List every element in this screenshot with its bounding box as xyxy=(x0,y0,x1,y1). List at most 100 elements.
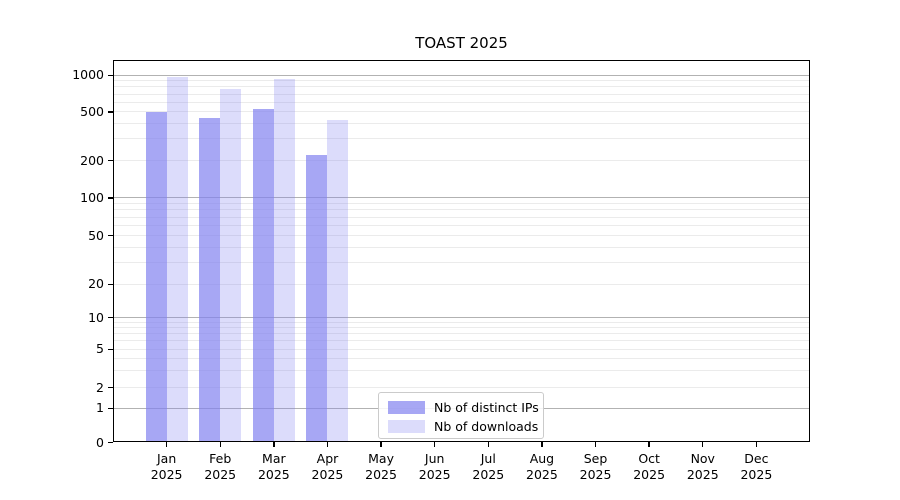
y-gridline-major xyxy=(113,74,810,76)
legend-item-downloads: Nb of downloads xyxy=(388,417,539,436)
x-label-month: Mar xyxy=(262,451,286,466)
x-tick xyxy=(648,442,650,447)
bar-downloads xyxy=(166,77,188,442)
y-gridline-minor xyxy=(113,369,810,371)
y-gridline-minor xyxy=(113,321,810,323)
x-label-month: Oct xyxy=(638,451,660,466)
y-tick xyxy=(108,283,113,285)
bar-distinct-ips xyxy=(306,155,328,442)
y-tick-label: 1000 xyxy=(72,67,104,83)
x-label-month: Feb xyxy=(209,451,232,466)
bar-downloads xyxy=(220,89,242,442)
x-label-year: 2025 xyxy=(418,467,451,482)
y-tick xyxy=(108,387,113,389)
legend-swatch-downloads xyxy=(388,420,425,433)
x-label-month: Jan xyxy=(156,451,177,466)
x-label-month: Sep xyxy=(583,451,608,466)
x-tick-label: Sep 2025 xyxy=(564,451,628,483)
x-label-year: 2025 xyxy=(579,467,612,482)
x-label-year: 2025 xyxy=(472,467,505,482)
x-label-year: 2025 xyxy=(150,467,183,482)
y-tick xyxy=(108,348,113,350)
y-tick-label: 0 xyxy=(96,434,104,450)
y-gridline-minor xyxy=(113,327,810,329)
y-gridline-minor xyxy=(113,340,810,342)
x-tick-label: Apr 2025 xyxy=(295,451,359,483)
y-gridline-minor xyxy=(113,333,810,335)
x-tick xyxy=(755,442,758,447)
x-label-year: 2025 xyxy=(526,467,558,482)
bar-distinct-ips xyxy=(252,109,274,442)
x-label-year: 2025 xyxy=(365,467,397,482)
x-label-month: Jul xyxy=(480,451,496,466)
y-gridline-minor xyxy=(113,160,810,161)
x-label-year: 2025 xyxy=(686,467,719,482)
y-tick-label: 500 xyxy=(80,103,104,119)
y-gridline-minor xyxy=(113,203,810,205)
y-gridline-minor xyxy=(113,348,810,350)
y-gridline-minor xyxy=(113,216,810,218)
y-tick xyxy=(108,197,113,199)
y-tick xyxy=(108,74,113,77)
x-tick-label: Feb 2025 xyxy=(188,451,252,483)
y-tick xyxy=(108,407,113,409)
y-gridline-minor xyxy=(113,93,810,95)
x-tick-label: Jul 2025 xyxy=(456,451,520,483)
y-gridline-minor xyxy=(113,80,810,82)
y-gridline-minor xyxy=(113,111,810,113)
x-label-month: Dec xyxy=(744,451,769,466)
x-label-month: Aug xyxy=(529,451,555,466)
x-label-year: 2025 xyxy=(204,467,237,482)
y-gridline-minor xyxy=(113,101,810,103)
y-gridline-minor xyxy=(113,262,810,264)
y-gridline-minor xyxy=(113,123,810,125)
x-label-month: Jun xyxy=(424,451,445,466)
x-label-year: 2025 xyxy=(633,467,666,482)
legend-label-distinct-ips: Nb of distinct IPs xyxy=(434,400,539,415)
x-tick xyxy=(433,442,436,447)
x-label-year: 2025 xyxy=(740,467,773,482)
y-tick-label: 1 xyxy=(96,400,104,415)
y-tick-label: 200 xyxy=(80,152,104,168)
x-tick xyxy=(487,442,489,447)
y-tick-label: 2 xyxy=(96,379,104,395)
legend-swatch-distinct-ips xyxy=(388,401,425,414)
y-gridline-minor xyxy=(113,246,810,248)
x-tick-label: Aug 2025 xyxy=(510,451,574,483)
x-tick xyxy=(594,442,597,447)
legend-item-distinct-ips: Nb of distinct IPs xyxy=(388,398,539,417)
x-tick-label: May 2025 xyxy=(349,451,413,483)
y-gridline-minor xyxy=(113,138,810,140)
x-tick-label: Dec 2025 xyxy=(724,451,788,483)
y-gridline-minor xyxy=(113,209,810,211)
y-tick-label: 50 xyxy=(88,227,104,243)
y-tick xyxy=(108,317,113,319)
x-tick xyxy=(541,442,543,447)
x-tick xyxy=(273,442,275,447)
x-tick-label: Jun 2025 xyxy=(403,451,467,483)
y-tick-label: 10 xyxy=(88,309,104,325)
y-gridline-minor xyxy=(113,283,810,285)
x-label-year: 2025 xyxy=(311,467,344,482)
y-tick xyxy=(108,111,113,113)
bar-downloads xyxy=(327,120,349,442)
x-tick-label: Mar 2025 xyxy=(242,451,306,483)
x-label-month: Apr xyxy=(316,451,339,466)
y-tick xyxy=(108,160,113,162)
bar-distinct-ips xyxy=(145,111,167,442)
x-tick xyxy=(165,442,168,447)
plot-area xyxy=(108,60,810,447)
x-label-month: May xyxy=(368,451,394,466)
y-gridline-major xyxy=(113,197,810,199)
y-tick-label: 5 xyxy=(96,341,104,356)
y-tick xyxy=(108,235,113,237)
legend-label-downloads: Nb of downloads xyxy=(434,419,539,434)
chart-title: TOAST 2025 xyxy=(415,34,508,52)
y-gridline-minor xyxy=(113,235,810,236)
y-tick xyxy=(108,442,113,444)
bar-distinct-ips xyxy=(199,118,221,442)
x-tick xyxy=(380,442,382,447)
x-tick-label: Nov 2025 xyxy=(671,451,735,483)
x-label-month: Nov xyxy=(690,451,715,466)
